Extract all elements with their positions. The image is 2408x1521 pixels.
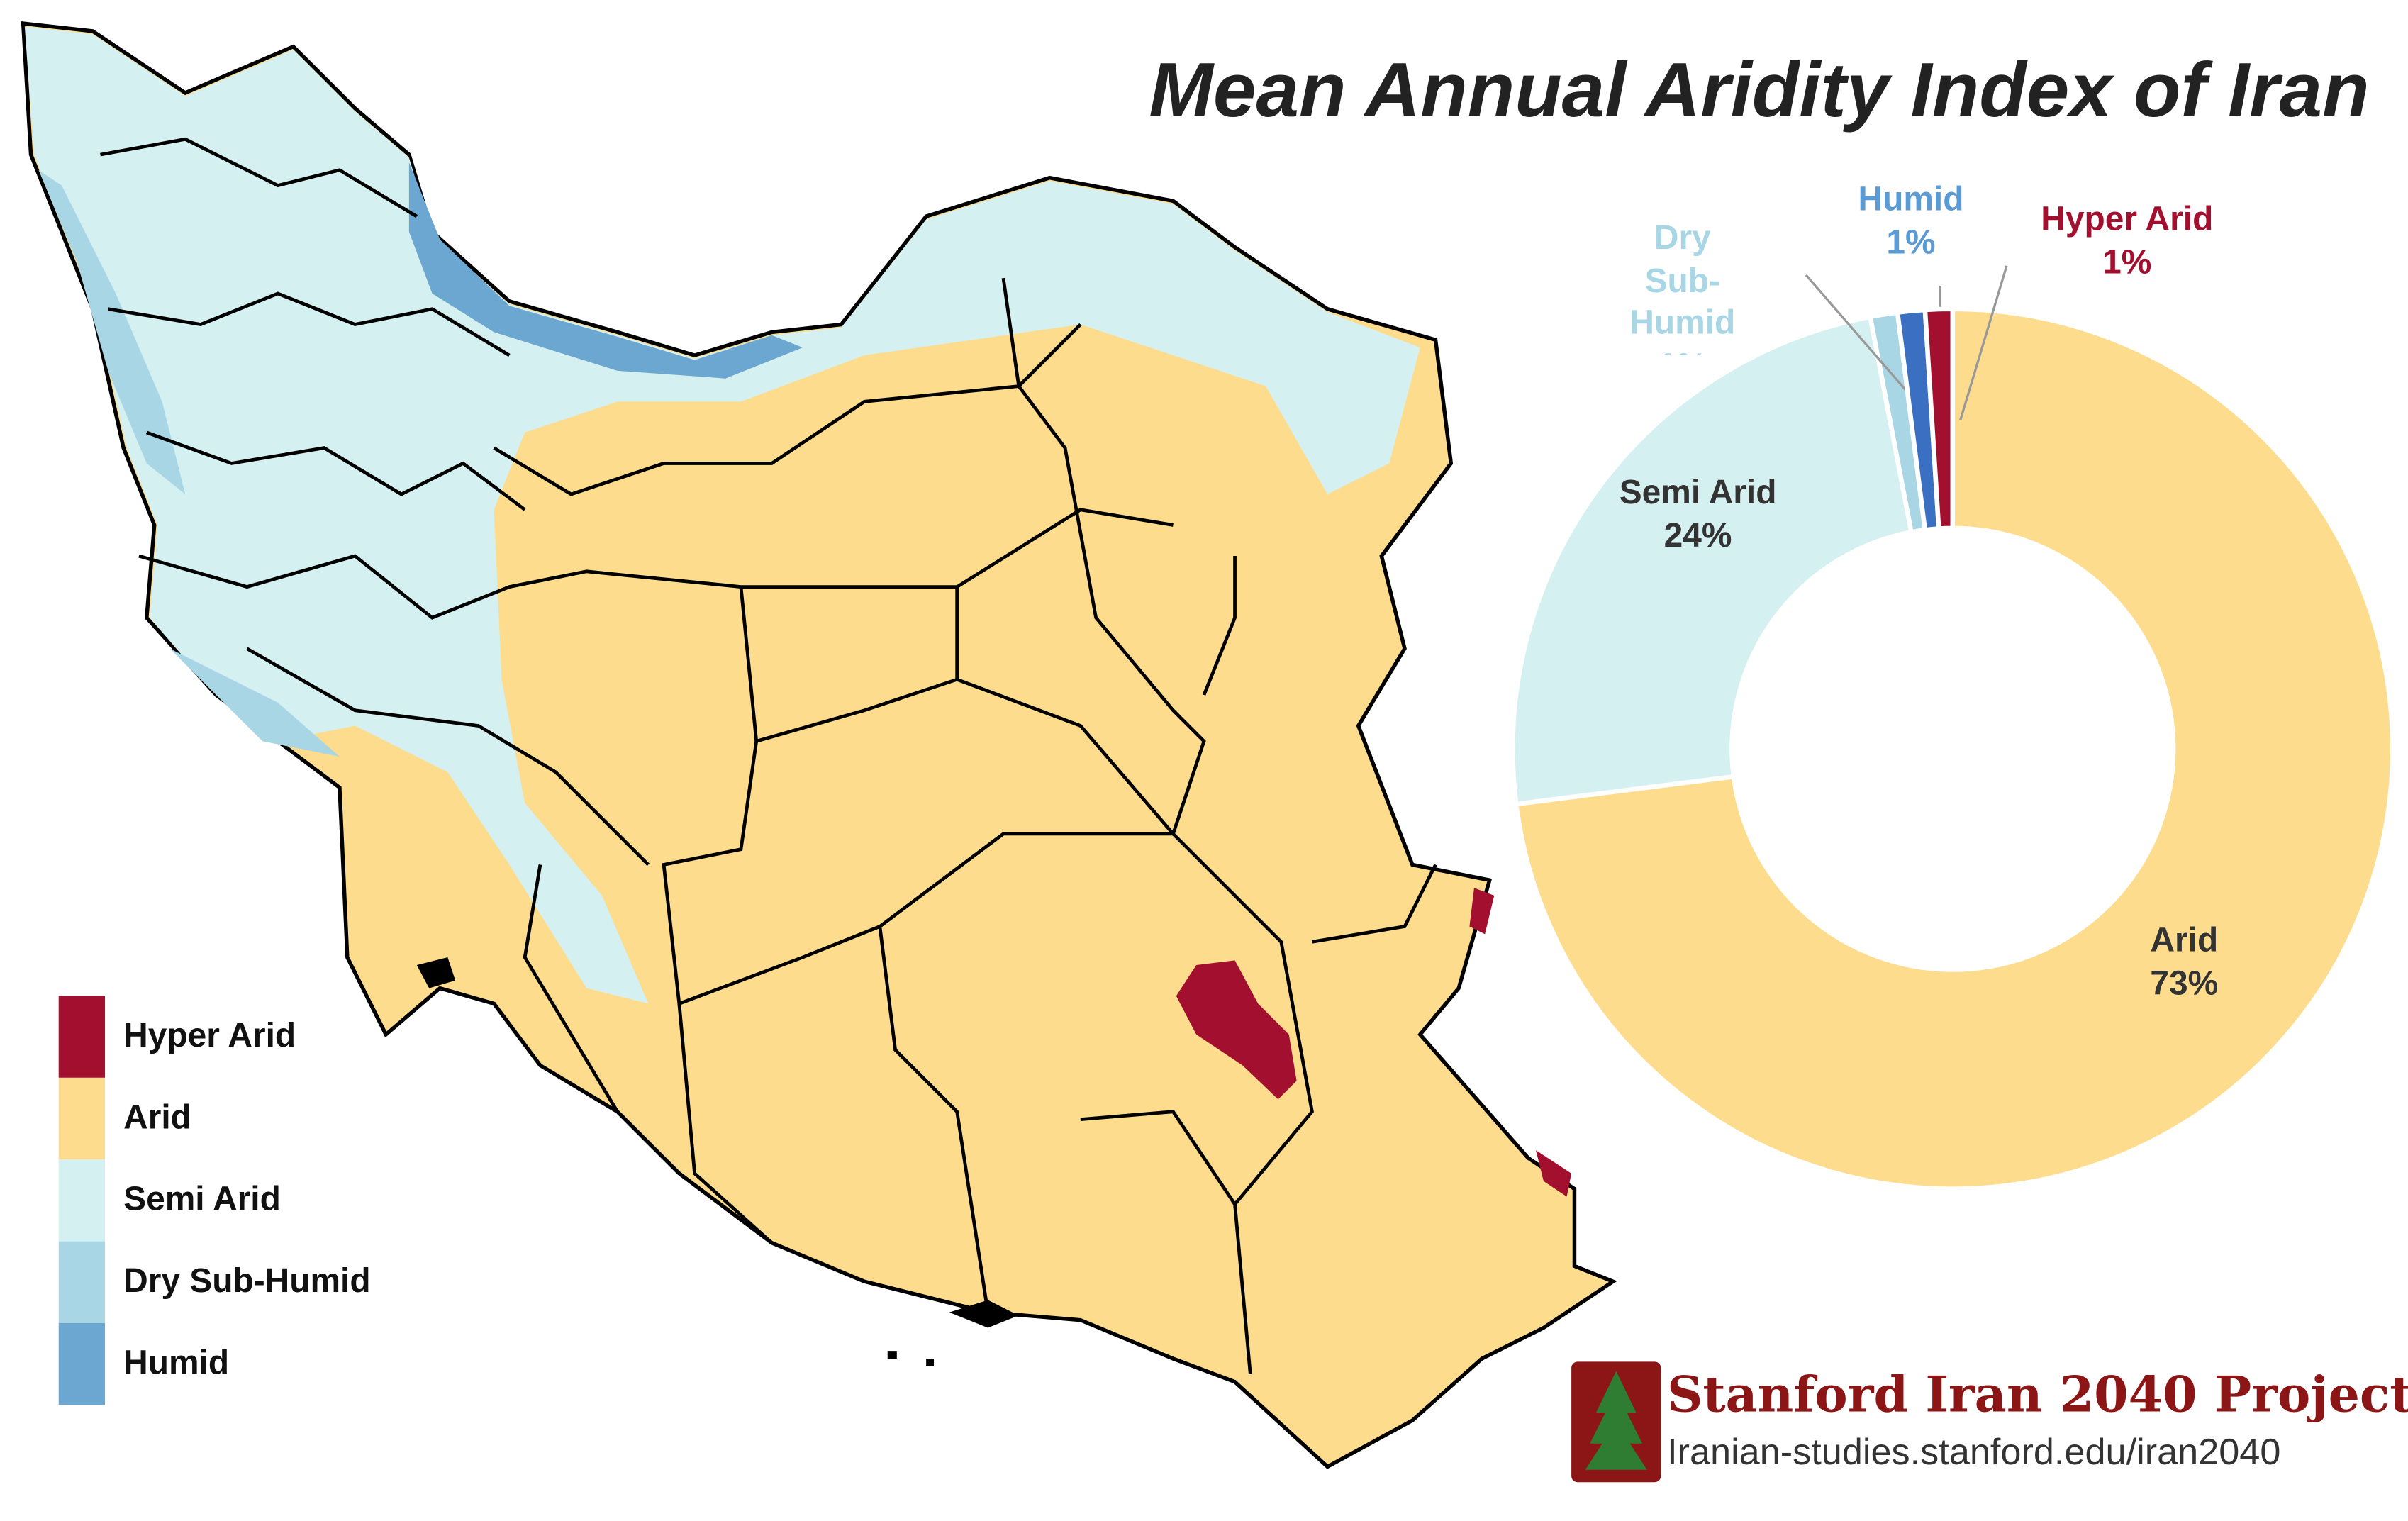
leader-line	[1959, 265, 2008, 420]
donut-slice	[1922, 306, 1956, 531]
project-name: Stanford Iran 2040 Project	[1667, 1366, 2408, 1424]
legend-label: Arid	[123, 1098, 191, 1136]
slice-name: Semi Arid	[1619, 472, 1777, 511]
slice-label-box: Humid 1%	[1818, 178, 2003, 263]
slice-value: 1%	[1886, 221, 1936, 261]
donut-slice	[1510, 313, 1914, 807]
province-borders	[100, 137, 1437, 1375]
humid-region	[408, 162, 803, 379]
project-url: Iranian-studies.stanford.edu/iran2040	[1667, 1432, 2280, 1473]
slice-label: Hyper Arid 1%	[2034, 198, 2219, 283]
dry-sub-humid-region	[38, 169, 340, 757]
legend-swatch	[58, 1241, 106, 1323]
map	[21, 21, 1617, 1469]
logo-tree	[1585, 1371, 1647, 1470]
legend-label: Semi Arid	[123, 1181, 281, 1218]
slice-label: Semi Arid 24%	[1605, 471, 1790, 556]
slice-value: 73%	[2150, 962, 2219, 1002]
slice-label-box: Semi Arid 24%	[1605, 471, 1790, 556]
slice-label-box: Arid 73%	[2092, 919, 2277, 1004]
legend: Hyper Arid Arid Semi Arid Dry Sub-Humid Humi…	[58, 996, 371, 1405]
slice-label-box: Dry Sub-Humid 1%	[1613, 216, 1752, 355]
legend-swatch	[58, 1159, 106, 1242]
donut-slice	[1513, 306, 2395, 1191]
slice-label-box: Hyper Arid 1%	[2034, 198, 2219, 283]
legend-label: Humid	[123, 1344, 229, 1381]
footer: Stanford Iran 2040 Project Iranian-studi…	[1571, 1361, 2408, 1483]
slice-value: 24%	[1663, 515, 1732, 554]
legend-label: Hyper Arid	[123, 1017, 296, 1054]
slice-name: Humid	[1858, 179, 1964, 218]
slice-name: Arid	[2150, 920, 2219, 959]
semi-arid-region	[24, 26, 1420, 1004]
title: Mean Annual Aridity Index of Iran	[1149, 47, 2369, 133]
legend-swatch	[58, 996, 106, 1078]
slice-value: 1%	[2102, 242, 2152, 281]
legend-label: Dry Sub-Humid	[123, 1262, 370, 1300]
slice-label: Dry Sub-Humid 1%	[1613, 216, 1752, 355]
legend-swatch	[58, 1077, 106, 1160]
slice-name: Dry Sub-Humid	[1629, 218, 1736, 342]
slice-value: 1%	[1613, 344, 1752, 355]
legend-swatch	[58, 1322, 106, 1405]
slice-name: Hyper Arid	[2041, 199, 2214, 238]
hyper-arid-region	[1176, 888, 1572, 1197]
